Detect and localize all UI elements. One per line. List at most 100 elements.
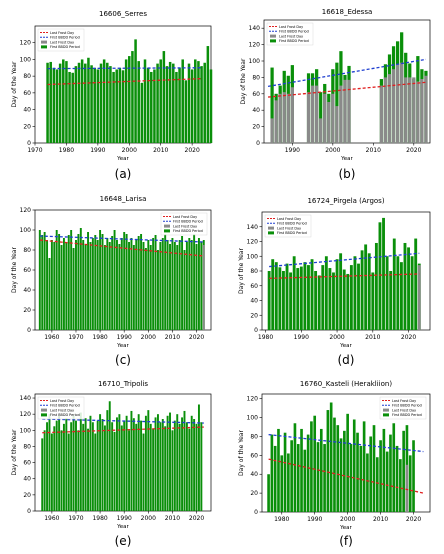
panel-label: (a) (115, 167, 132, 181)
panel-label: (b) (339, 167, 356, 181)
bar (101, 234, 104, 330)
y-tick-label: 80 (23, 443, 31, 450)
bar-gray (282, 92, 286, 143)
y-tick-label: 100 (247, 253, 259, 260)
bar (282, 271, 285, 330)
x-axis-label: Year (339, 525, 352, 531)
bar (343, 430, 346, 512)
legend-swatch (268, 226, 274, 230)
bar (188, 428, 191, 511)
bar (77, 430, 80, 511)
bar (197, 61, 200, 143)
x-tick-label: 2020 (189, 334, 204, 341)
bar (175, 71, 178, 143)
x-tick-label: 2020 (406, 516, 421, 523)
bar (319, 428, 323, 512)
bar (118, 244, 121, 330)
bar (277, 428, 280, 512)
chart-panel-2: 1990 2000 2010 2020 0 20 40 60 80 100 120 140 16618_… (240, 8, 431, 181)
bar (87, 57, 90, 143)
x-tick-label: 2010 (373, 516, 388, 523)
bar (285, 263, 289, 330)
bar (270, 67, 274, 143)
bar (128, 430, 130, 511)
bar (50, 433, 53, 511)
bar-gray (202, 245, 205, 330)
bar (310, 421, 313, 512)
legend-label: Last Frost Day (277, 217, 301, 221)
bar (84, 63, 87, 143)
bar (280, 455, 284, 512)
bar (111, 236, 114, 330)
bar (142, 433, 145, 511)
x-tick-label: 1980 (92, 515, 107, 522)
legend-label: Last Frost Day (173, 215, 197, 219)
bar (267, 271, 271, 330)
bar (270, 434, 274, 512)
bar (41, 438, 44, 511)
bar-gray (395, 64, 400, 143)
chart-title: 16710_Tripolis (98, 380, 148, 388)
x-tick-label: 2000 (329, 334, 344, 341)
trend-line-red (42, 426, 204, 434)
y-tick-label: 140 (20, 395, 32, 402)
bar (197, 404, 200, 511)
bar-gray (306, 92, 311, 143)
bar (321, 265, 325, 330)
bar (371, 272, 375, 330)
bar (188, 238, 191, 330)
bar (187, 63, 191, 143)
legend-swatch (41, 408, 47, 412)
y-tick-label: 80 (252, 74, 260, 81)
bar (87, 428, 90, 511)
bar (102, 59, 106, 143)
y-axis-label: Day of the Year (240, 58, 247, 104)
x-tick-label: 1960 (44, 515, 59, 522)
bar (79, 228, 82, 330)
bar (72, 415, 75, 511)
x-axis-label: Year (340, 156, 353, 162)
bar (195, 423, 198, 511)
x-tick-label: 1960 (44, 334, 59, 341)
bar (382, 217, 385, 330)
bar (271, 259, 275, 330)
bar (335, 62, 339, 143)
bar (149, 245, 152, 330)
y-tick-label: 40 (252, 107, 260, 114)
x-tick-label: 1980 (92, 334, 107, 341)
bar (46, 422, 49, 511)
chart-panel-1: 1970 1980 1990 2000 2010 2020 0 20 40 60 80 100 120 1… (11, 10, 213, 181)
bar-gray (339, 85, 343, 143)
bar (70, 230, 73, 330)
y-axis-label: Day of the Year (238, 248, 245, 294)
bar (128, 242, 130, 330)
bar (349, 444, 353, 512)
bar (178, 67, 181, 143)
bar (203, 62, 206, 144)
bar (165, 66, 169, 143)
bar (162, 51, 166, 144)
bar (159, 242, 162, 330)
legend-swatch (41, 45, 47, 49)
legend-box (37, 396, 85, 420)
legend-label: Last Frost Day (392, 408, 416, 412)
bar (190, 240, 193, 330)
bar (91, 238, 94, 330)
bar (144, 415, 147, 511)
bar (65, 242, 68, 330)
bar (399, 262, 403, 330)
x-tick-label: 1970 (68, 334, 83, 341)
bar-gray (343, 79, 347, 143)
bar (96, 420, 99, 511)
y-tick-label: 40 (250, 471, 258, 478)
bar-gray (290, 87, 294, 143)
bar (103, 245, 106, 330)
chart-title: 16724_Pirgela (Argos) (307, 197, 384, 205)
bar (195, 244, 198, 330)
bar (84, 245, 87, 330)
bar (336, 425, 340, 512)
legend-label: First BBDD Period (173, 220, 203, 224)
legend-label: First BBDD Period (173, 229, 203, 233)
legend-swatch (164, 224, 170, 228)
trend-line-blue (267, 58, 427, 88)
